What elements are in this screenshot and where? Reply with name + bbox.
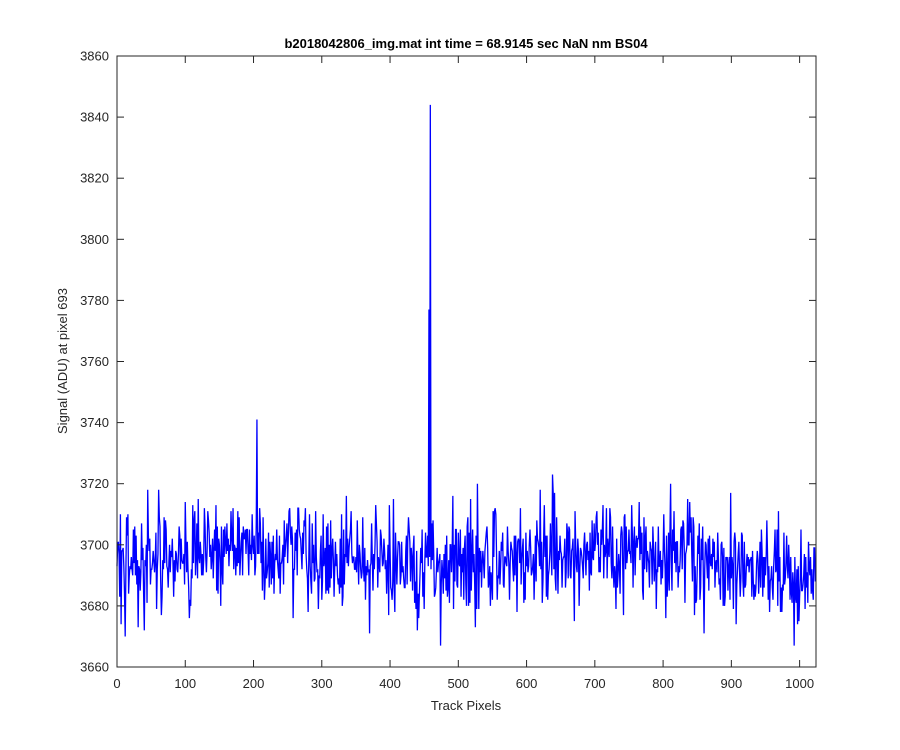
x-tick-label: 1000 bbox=[785, 676, 814, 691]
x-tick-label: 600 bbox=[516, 676, 538, 691]
y-axis-label: Signal (ADU) at pixel 693 bbox=[55, 288, 70, 434]
y-tick-label: 3800 bbox=[80, 232, 109, 247]
axes-frame bbox=[116, 55, 817, 668]
y-tick-label: 3720 bbox=[80, 476, 109, 491]
x-tick-label: 800 bbox=[652, 676, 674, 691]
y-tick-label: 3740 bbox=[80, 415, 109, 430]
y-tick-label: 3840 bbox=[80, 110, 109, 125]
data-layer bbox=[116, 104, 816, 646]
x-tick-label: 900 bbox=[721, 676, 743, 691]
x-axis-label: Track Pixels bbox=[431, 698, 502, 713]
y-tick-label: 3780 bbox=[80, 293, 109, 308]
y-tick-label: 3700 bbox=[80, 537, 109, 552]
y-tick-label: 3820 bbox=[80, 171, 109, 186]
y-tick-label: 3860 bbox=[80, 49, 109, 64]
x-tick-label: 400 bbox=[379, 676, 401, 691]
x-tick-label: 100 bbox=[174, 676, 196, 691]
x-tick-label: 0 bbox=[113, 676, 120, 691]
y-tick-label: 3660 bbox=[80, 660, 109, 675]
signal-series-line bbox=[116, 104, 816, 646]
x-tick-label: 200 bbox=[243, 676, 265, 691]
x-tick-label: 300 bbox=[311, 676, 333, 691]
chart-title: b2018042806_img.mat int time = 68.9145 s… bbox=[284, 36, 648, 51]
y-tick-label: 3760 bbox=[80, 354, 109, 369]
x-tick-label: 500 bbox=[447, 676, 469, 691]
x-tick-label: 700 bbox=[584, 676, 606, 691]
tick-layer: 0 100 200 300 400 500 600 700 800 900 1000 3660 3680… bbox=[80, 49, 816, 691]
y-tick-label: 3680 bbox=[80, 598, 109, 613]
